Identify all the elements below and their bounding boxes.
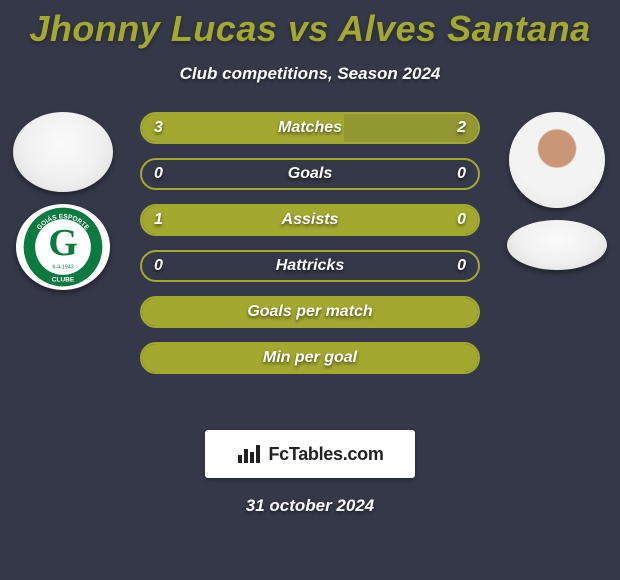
stat-label: Hattricks: [142, 252, 478, 280]
stat-bar-hattricks: Hattricks0 0: [140, 250, 480, 282]
brand-badge: FcTables.com: [205, 430, 415, 478]
stat-label: Min per goal: [142, 344, 478, 372]
stat-label: Matches: [142, 114, 478, 142]
stat-bars: Matches32Goals00Assists10Hattricks00Goal…: [140, 112, 480, 374]
player-right-side: [502, 112, 612, 270]
player-left-photo: [13, 112, 113, 192]
svg-text:6-4-1943: 6-4-1943: [52, 264, 73, 270]
stat-label: Assists: [142, 206, 478, 234]
stat-value-right: 0: [445, 160, 478, 188]
stat-value-right: 0: [445, 252, 478, 280]
svg-text:G: G: [48, 222, 77, 264]
stat-bar-matches: Matches3 2: [140, 112, 480, 144]
stat-value-right: 0: [445, 206, 478, 234]
club-left-badge: G GOIÁS ESPORTE CLUBE 6-4-1943: [16, 204, 110, 290]
stat-bar-min-per-goal: Min per goal: [140, 342, 480, 374]
stat-bar-goals: Goals0 0: [140, 158, 480, 190]
comparison-arena: G GOIÁS ESPORTE CLUBE 6-4-1943 Matches3 2…: [0, 112, 620, 412]
stat-value-right: 2: [445, 114, 478, 142]
club-right-badge: [507, 220, 607, 270]
brand-text: FcTables.com: [268, 444, 383, 465]
stat-bar-assists: Assists1 0: [140, 204, 480, 236]
svg-text:CLUBE: CLUBE: [52, 276, 75, 283]
goias-crest-icon: G GOIÁS ESPORTE CLUBE 6-4-1943: [22, 206, 104, 288]
brand-bars-icon: [236, 443, 262, 465]
stat-value-left: 0: [142, 160, 175, 188]
stat-bar-goals-per-match: Goals per match: [140, 296, 480, 328]
player-right-photo: [509, 112, 605, 208]
stat-label: Goals: [142, 160, 478, 188]
stat-label: Goals per match: [142, 298, 478, 326]
player-left-side: G GOIÁS ESPORTE CLUBE 6-4-1943: [8, 112, 118, 290]
subtitle: Club competitions, Season 2024: [0, 64, 620, 84]
stat-value-left: 3: [142, 114, 175, 142]
page-title: Jhonny Lucas vs Alves Santana: [0, 0, 620, 50]
footer-date: 31 october 2024: [0, 496, 620, 516]
stat-value-left: 0: [142, 252, 175, 280]
stat-value-left: 1: [142, 206, 175, 234]
